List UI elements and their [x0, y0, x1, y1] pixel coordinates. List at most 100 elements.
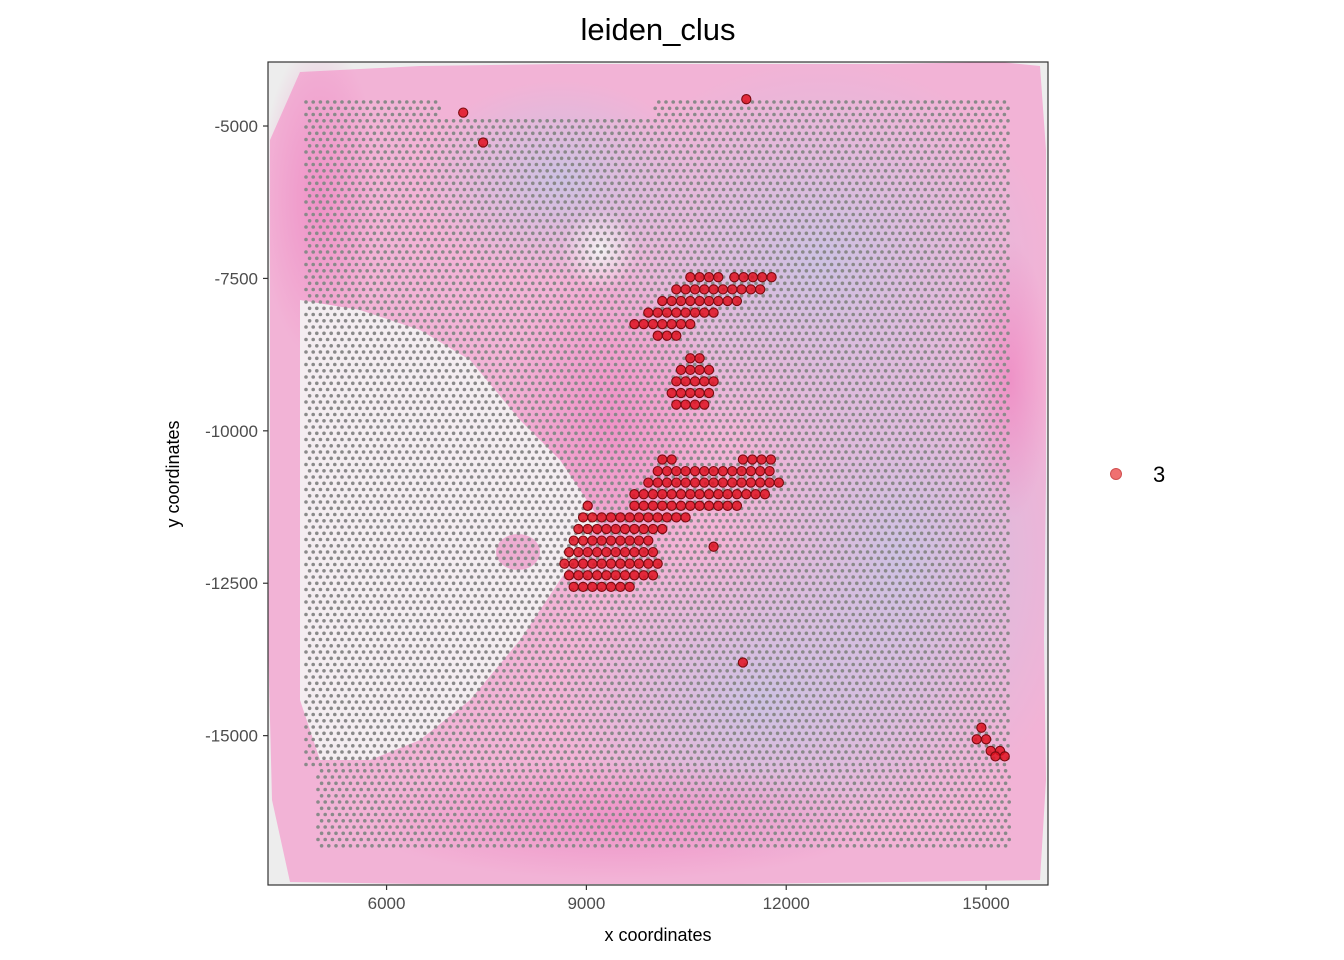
background-spot [369, 287, 373, 292]
background-spot [307, 319, 312, 323]
background-spot [649, 375, 654, 379]
background-spot [858, 200, 863, 204]
background-spot [336, 219, 341, 223]
background-spot [952, 300, 956, 304]
background-spot [369, 300, 373, 304]
background-spot [955, 256, 960, 261]
background-spot [577, 362, 582, 367]
background-spot [441, 162, 445, 167]
background-spot [527, 387, 531, 392]
background-spot [451, 331, 456, 336]
background-spot [790, 156, 794, 161]
background-spot [747, 406, 751, 411]
background-spot [833, 119, 837, 123]
background-spot [520, 237, 524, 242]
background-spot [617, 356, 621, 361]
background-spot [711, 169, 715, 173]
background-spot [459, 256, 463, 261]
background-spot [466, 244, 470, 248]
background-spot [365, 144, 370, 148]
background-spot [520, 337, 524, 342]
background-spot [437, 406, 442, 411]
background-spot [667, 369, 672, 373]
background-spot [858, 350, 863, 354]
background-spot [469, 125, 474, 129]
background-spot [592, 412, 596, 417]
background-spot [757, 387, 762, 392]
background-spot [819, 406, 823, 411]
background-spot [678, 250, 683, 254]
background-spot [462, 225, 467, 229]
background-spot [657, 262, 661, 267]
background-spot [747, 319, 751, 323]
background-spot [559, 256, 564, 261]
background-spot [448, 200, 452, 204]
background-spot [793, 162, 798, 167]
background-spot [343, 181, 348, 186]
background-spot [441, 237, 445, 242]
background-spot [973, 375, 978, 379]
background-spot [541, 175, 546, 179]
background-spot [469, 337, 474, 342]
background-spot [397, 312, 402, 317]
background-spot [919, 206, 924, 211]
background-spot [343, 169, 348, 173]
background-spot [729, 100, 733, 104]
background-spot [682, 269, 686, 273]
background-spot [617, 281, 621, 286]
background-spot [336, 406, 341, 411]
background-spot [757, 200, 762, 204]
background-spot [934, 306, 938, 311]
background-spot [390, 250, 395, 254]
background-spot [790, 131, 794, 136]
background-spot [736, 237, 740, 242]
background-spot [315, 131, 319, 136]
background-spot [808, 100, 812, 104]
background-spot [919, 344, 924, 348]
background-spot [783, 106, 787, 111]
background-spot [790, 356, 794, 361]
background-spot [642, 212, 647, 217]
background-spot [829, 200, 834, 204]
background-spot [376, 400, 380, 404]
background-spot [649, 137, 654, 142]
background-spot [437, 194, 442, 198]
background-spot [909, 262, 913, 267]
background-spot [617, 369, 621, 373]
background-spot [369, 162, 373, 167]
background-spot [462, 400, 467, 404]
background-spot [358, 181, 362, 186]
background-spot [891, 331, 895, 336]
background-spot [466, 119, 470, 123]
background-spot [603, 156, 607, 161]
background-spot [880, 400, 884, 404]
background-spot [945, 175, 949, 179]
background-spot [448, 412, 452, 417]
background-spot [311, 100, 316, 104]
background-spot [635, 300, 639, 304]
background-spot [541, 237, 546, 242]
background-spot [955, 319, 960, 323]
background-spot [1002, 325, 1007, 329]
background-spot [801, 387, 805, 392]
background-spot [599, 387, 603, 392]
background-spot [811, 244, 816, 248]
background-spot [887, 237, 891, 242]
background-spot [419, 262, 424, 267]
background-spot [873, 287, 877, 292]
background-spot [592, 275, 596, 279]
background-spot [639, 381, 643, 386]
background-spot [693, 412, 697, 417]
background-spot [844, 225, 848, 229]
background-spot [747, 119, 751, 123]
background-spot [574, 369, 578, 373]
background-spot [865, 162, 870, 167]
background-spot [343, 381, 348, 386]
background-spot [307, 219, 312, 223]
background-spot [761, 181, 765, 186]
background-spot [624, 306, 629, 311]
background-spot [423, 281, 427, 286]
background-spot [469, 200, 474, 204]
background-spot [883, 394, 888, 398]
background-spot [811, 419, 816, 423]
